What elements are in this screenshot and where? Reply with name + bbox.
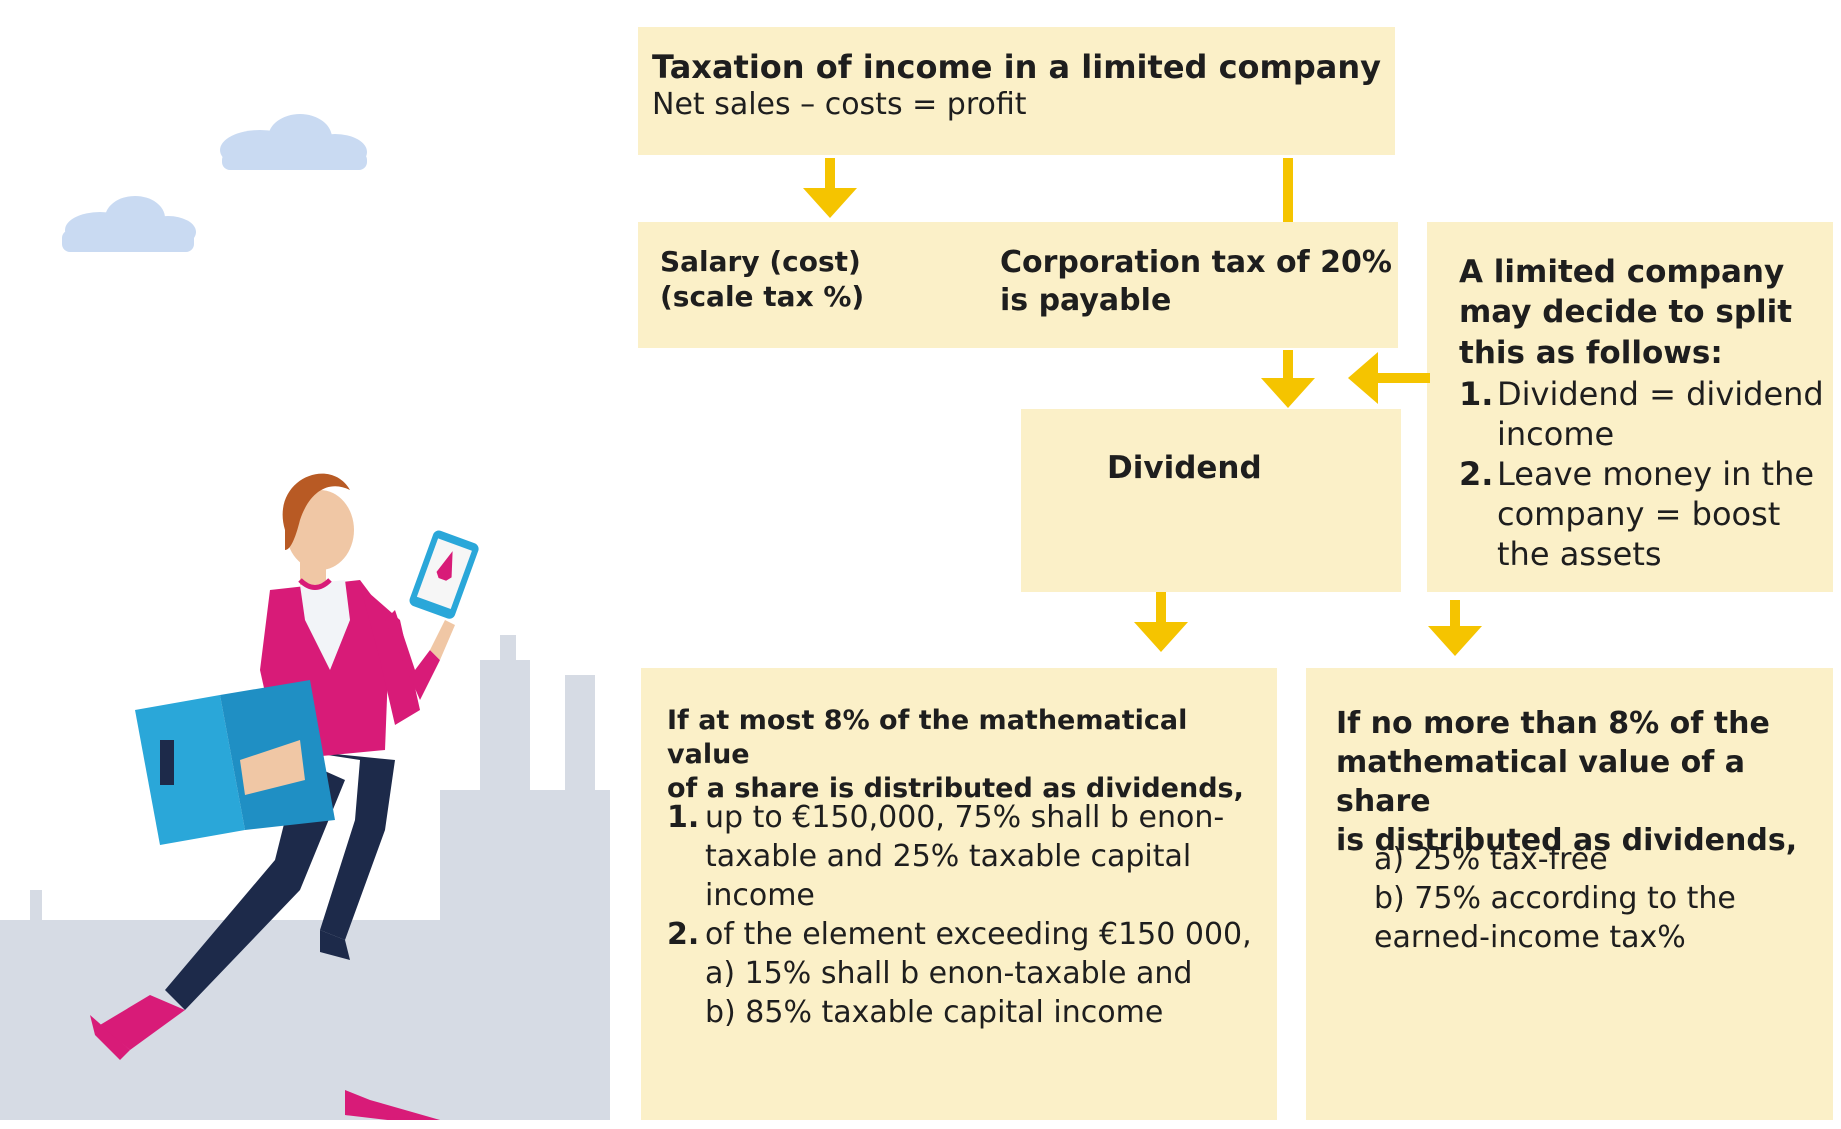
- alt-dividend-rule-box: If no more than 8% of the mathematical v…: [1306, 668, 1833, 1120]
- list-line: b) 85% taxable capital income: [705, 995, 1164, 1030]
- heading-line: If no more than 8% of the: [1336, 706, 1770, 741]
- corp-tax-line-1: Corporation tax of 20%: [1000, 245, 1392, 280]
- split-heading-line-1: A limited company: [1459, 254, 1785, 290]
- list-line: the assets: [1497, 535, 1662, 573]
- list-number: 2.: [1459, 455, 1494, 493]
- list-item: 2. Leave money in the company = boost th…: [1459, 454, 1824, 574]
- list-line: b) 75% according to the: [1374, 881, 1736, 916]
- list-line: company = boost: [1497, 495, 1781, 533]
- arrow-down-icon: [1134, 592, 1188, 652]
- list-item-text: Dividend = dividend income: [1497, 374, 1824, 454]
- low-dividend-heading: If at most 8% of the mathematical value …: [667, 704, 1277, 805]
- diagram-title: Taxation of income in a limited company: [652, 48, 1381, 86]
- list-line: income: [705, 878, 815, 913]
- corp-tax-line-2: is payable: [1000, 282, 1172, 318]
- split-item-list: 1. Dividend = dividend income 2. Leave m…: [1459, 374, 1824, 574]
- list-line: Leave money in the: [1497, 455, 1815, 493]
- list-line: taxable and 25% taxable capital: [705, 839, 1192, 874]
- city-skyline: [0, 635, 610, 1120]
- split-heading-line-2: may decide to split: [1459, 294, 1793, 331]
- heading-line: is distributed as dividends,: [1336, 823, 1798, 858]
- cloud-icon: [62, 196, 196, 252]
- woman-running-illustration: [0, 114, 610, 1120]
- split-heading: A limited company may decide to split th…: [1459, 252, 1792, 373]
- split-heading-line-3: this as follows:: [1459, 334, 1723, 371]
- list-item-text: up to €150,000, 75% shall b enon- taxabl…: [705, 798, 1224, 915]
- list-item-text: Leave money in the company = boost the a…: [1497, 454, 1814, 574]
- split-options-box: A limited company may decide to split th…: [1427, 222, 1833, 592]
- dividend-label: Dividend: [1107, 450, 1262, 486]
- list-item: 2. of the element exceeding €150 000, a)…: [667, 915, 1252, 1032]
- alt-dividend-list: a) 25% tax-free b) 75% according to the …: [1374, 840, 1736, 957]
- woman-figure: [90, 473, 479, 1120]
- list-line: Dividend = dividend: [1497, 375, 1824, 413]
- profit-formula: Net sales – costs = profit: [652, 87, 1027, 122]
- list-line: income: [1497, 415, 1615, 453]
- connector-line: [1283, 158, 1293, 222]
- list-item: 1. up to €150,000, 75% shall b enon- tax…: [667, 798, 1252, 915]
- taxation-box: Taxation of income in a limited company …: [638, 27, 1395, 155]
- arrow-down-icon: [1428, 600, 1482, 656]
- list-number: 1.: [667, 800, 700, 835]
- arrow-left-icon: [1348, 352, 1430, 404]
- salary-line-2: (scale tax %): [660, 280, 865, 313]
- low-dividend-rule-box: If at most 8% of the mathematical value …: [641, 668, 1277, 1120]
- salary-label: Salary (cost) (scale tax %): [660, 244, 864, 314]
- corporation-tax-label: Corporation tax of 20% is payable: [1000, 244, 1392, 319]
- binder-icon: [135, 680, 335, 845]
- list-line: earned-income tax%: [1374, 920, 1686, 955]
- cloud-icon: [220, 114, 367, 170]
- list-line: up to €150,000, 75% shall b enon-: [705, 800, 1225, 835]
- list-line: of the element exceeding €150 000,: [705, 917, 1252, 952]
- salary-corp-tax-box: Salary (cost) (scale tax %) Corporation …: [638, 222, 1398, 348]
- heading-line: mathematical value of a share: [1336, 745, 1746, 819]
- list-item-text: of the element exceeding €150 000, a) 15…: [705, 915, 1252, 1032]
- list-line: a) 15% shall b enon-taxable and: [705, 956, 1193, 991]
- arrow-down-icon: [1261, 350, 1315, 408]
- list-line: a) 25% tax-free: [1374, 842, 1608, 877]
- phone-icon: [409, 530, 479, 619]
- alt-dividend-heading: If no more than 8% of the mathematical v…: [1336, 704, 1833, 860]
- heading-line: If at most 8% of the mathematical value: [667, 705, 1188, 770]
- low-dividend-list: 1. up to €150,000, 75% shall b enon- tax…: [667, 798, 1252, 1032]
- list-number: 1.: [1459, 375, 1494, 413]
- arrow-down-icon: [803, 158, 857, 218]
- dividend-box: Dividend: [1021, 409, 1401, 592]
- heading-line: of a share is distributed as dividends,: [667, 772, 1244, 804]
- list-item: 1. Dividend = dividend income: [1459, 374, 1824, 454]
- salary-line-1: Salary (cost): [660, 245, 861, 278]
- list-number: 2.: [667, 917, 700, 952]
